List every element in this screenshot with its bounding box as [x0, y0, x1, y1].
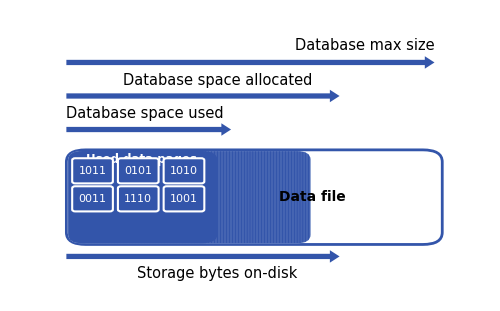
FancyBboxPatch shape	[118, 158, 158, 183]
Text: 1011: 1011	[78, 166, 106, 176]
Text: 0011: 0011	[78, 194, 106, 204]
FancyArrow shape	[66, 250, 340, 263]
Text: Storage bytes on-disk: Storage bytes on-disk	[138, 266, 298, 281]
Text: Database space allocated: Database space allocated	[123, 72, 312, 88]
Text: 1010: 1010	[170, 166, 198, 176]
FancyBboxPatch shape	[68, 151, 218, 243]
Text: 1001: 1001	[170, 194, 198, 204]
FancyBboxPatch shape	[118, 186, 158, 211]
FancyArrow shape	[66, 123, 231, 136]
Text: Database max size: Database max size	[295, 38, 434, 53]
Text: Used data pages: Used data pages	[86, 153, 198, 166]
FancyBboxPatch shape	[164, 186, 204, 211]
FancyArrow shape	[66, 90, 340, 102]
FancyBboxPatch shape	[66, 150, 442, 244]
Text: 0101: 0101	[124, 166, 152, 176]
FancyBboxPatch shape	[68, 151, 310, 243]
FancyBboxPatch shape	[72, 186, 113, 211]
FancyArrow shape	[66, 56, 434, 69]
FancyBboxPatch shape	[72, 158, 113, 183]
Text: 1110: 1110	[124, 194, 152, 204]
Text: Data file: Data file	[279, 190, 346, 204]
FancyBboxPatch shape	[164, 158, 204, 183]
Text: Database space used: Database space used	[66, 106, 224, 121]
